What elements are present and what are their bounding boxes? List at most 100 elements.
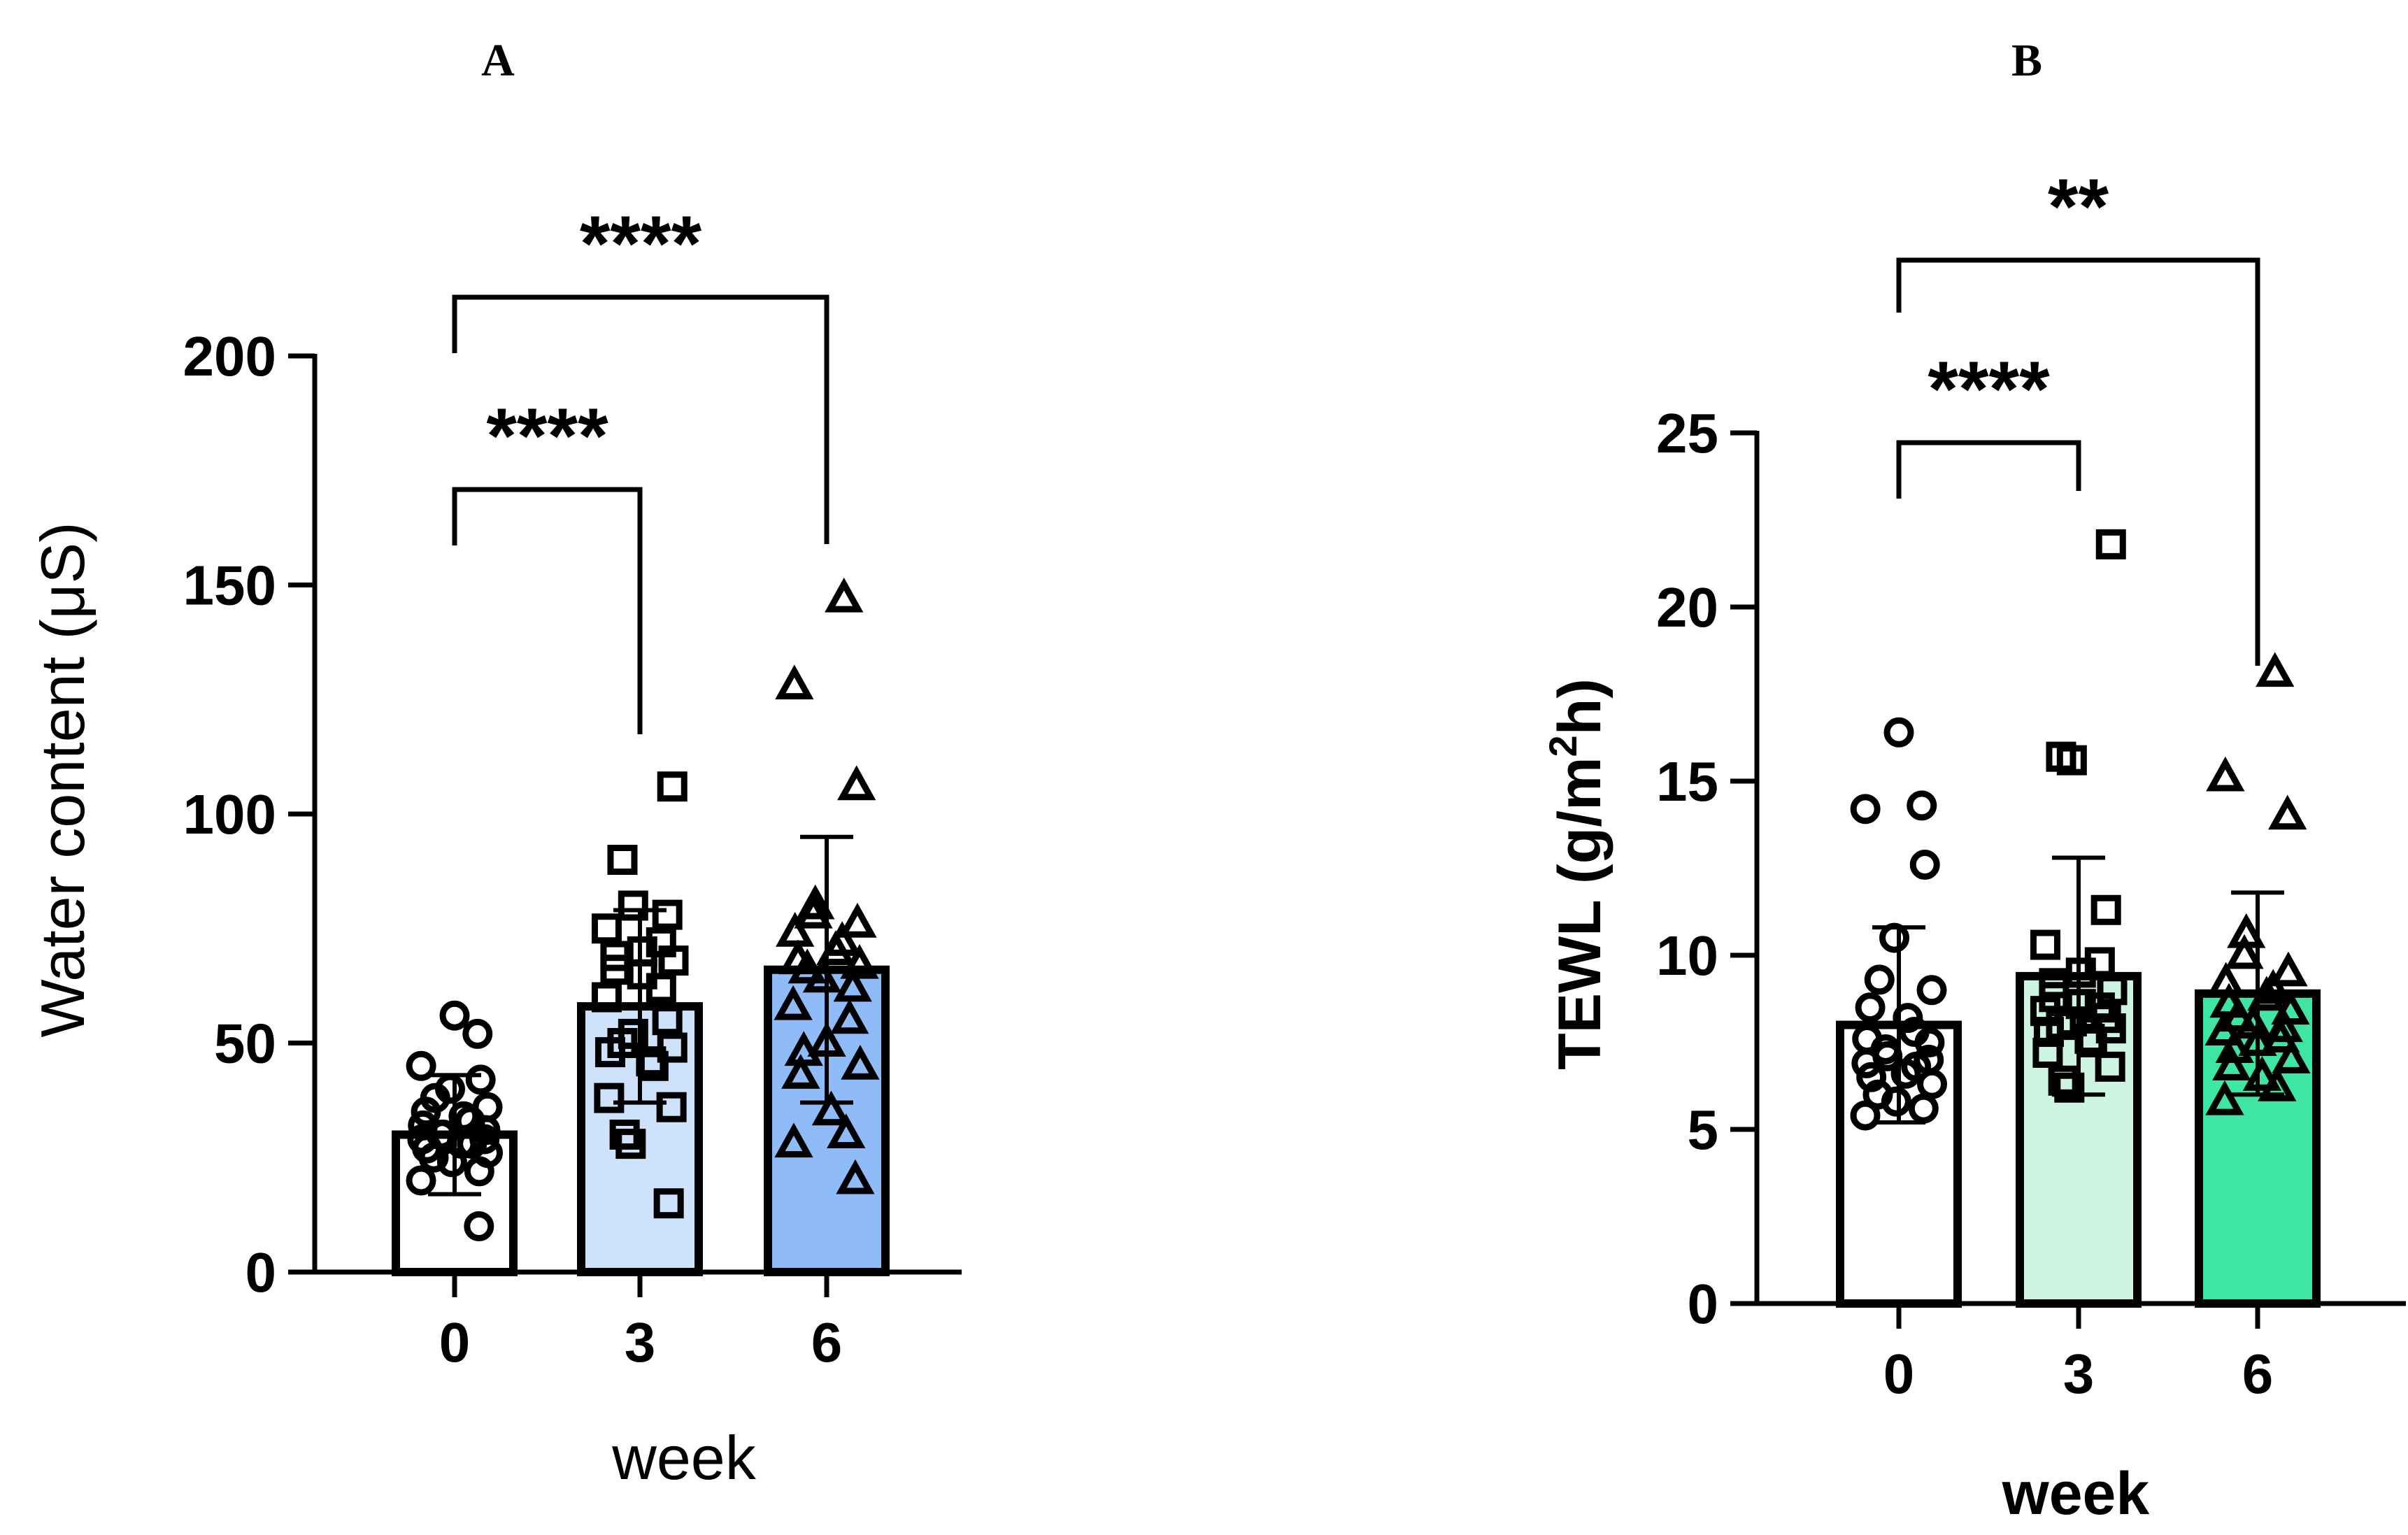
panel-b-circle-point [1907, 790, 1937, 821]
panel-a-label: A [481, 35, 515, 86]
panel-b-circle-point [1851, 1048, 1882, 1078]
panel-b-triangle-point [2272, 1038, 2311, 1073]
panel-b-circle-point [1914, 1027, 1945, 1057]
panel-a-square-point [594, 1037, 625, 1068]
panel-b-significance-label: ** [2048, 163, 2109, 250]
panel-a-y-tick-label: 0 [245, 1241, 277, 1304]
panel-b-circle-point [1916, 975, 1947, 1006]
panel-b-y-tick-label: 5 [1688, 1099, 1719, 1161]
panel-a-circle-point [465, 1064, 496, 1095]
panel-a-circle-point [436, 1147, 467, 1178]
panel-a-triangle-point [781, 1054, 820, 1089]
panel-a-square-point [652, 1005, 683, 1036]
panel-a-circle-point [411, 1097, 441, 1127]
panel-b-triangle-point [2225, 934, 2264, 969]
panel-a-circle-point [464, 1211, 494, 1241]
panel-a-square-point [615, 1129, 646, 1159]
panel-b-circle-point [1881, 1086, 1911, 1117]
panel-b-y-tick-label: 0 [1688, 1273, 1719, 1335]
panel-a-x-axis-title: week [611, 1423, 756, 1492]
panel-b-y-tick-label: 25 [1656, 402, 1718, 464]
panel-b-triangle-point [2268, 794, 2307, 830]
panel-b-triangle-point [2204, 1011, 2244, 1046]
panel-a-circle-point [418, 1142, 449, 1173]
panel-b-significance-label: **** [1928, 345, 2050, 433]
panel-b-x-tick-labels: 0 3 6 [1883, 1343, 2274, 1405]
panel-b-triangle-point [2205, 1080, 2244, 1115]
panel-a-x-tick-labels: 0 3 6 [439, 1311, 843, 1373]
panel-a-y-tick-labels: 0 50 100 150 200 [183, 325, 276, 1304]
panel-a-square-point [646, 973, 676, 1004]
panel-a-square-point [591, 982, 622, 1013]
panel-a-square-point [652, 899, 683, 930]
panel-b-plot-area [1730, 257, 2406, 1329]
panel-b-square-point [2095, 529, 2126, 559]
panel-a-triangle-point [841, 1044, 880, 1080]
panel-a-significance-bracket [452, 487, 643, 734]
panel-a-circle-point [406, 1050, 436, 1081]
panel-a-triangle-point [794, 893, 833, 929]
panel-b-significance-bracket [1896, 440, 2081, 499]
panel-b-y-axis-title-superscript: 2 [1541, 735, 1585, 757]
panel-b-square-point [2030, 929, 2060, 960]
panel-b-circle-point [1909, 850, 1940, 880]
panel-a-y-axis-title: Water content (μS) [28, 522, 97, 1038]
panel-a-circle-point [439, 1000, 470, 1031]
panel-b-y-axis-title: TEWL (g/m2h) [1541, 678, 1613, 1070]
panel-a-square-point [658, 945, 689, 976]
panel-a-triangle-point [836, 1159, 875, 1194]
panel-a-x-tick-label: 3 [625, 1311, 656, 1373]
panel-b-y-axis-title-main: TEWL (g/m [1546, 757, 1613, 1069]
panel-b-y-tick-label: 10 [1656, 924, 1718, 987]
panel-a-triangle-point [840, 943, 879, 979]
panel-b-circle-point [1850, 794, 1881, 824]
panel-a-triangle-point [802, 957, 842, 993]
panel-b-triangle-point [2242, 1056, 2282, 1091]
panel-b-x-tick-label: 6 [2242, 1343, 2274, 1405]
panel-b-circle-point [1850, 1100, 1881, 1131]
panel-a-square-point [594, 1083, 625, 1113]
panel-a-y-tick-label: 200 [183, 325, 276, 387]
panel-b: B TEWL (g/m2h) week 0 5 10 15 20 25 0 3 … [1541, 35, 2406, 1527]
panel-a-y-tick-label: 50 [214, 1013, 276, 1075]
panel-a-y-tick-label: 150 [183, 555, 276, 617]
panel-b-circle-point [1883, 717, 1914, 748]
panel-b-circle-point [1879, 922, 1910, 953]
panel-b-y-tick-label: 15 [1656, 750, 1718, 813]
panel-a-triangle-point [830, 999, 869, 1034]
panel-b-y-axis-title-end: h) [1546, 678, 1613, 735]
panel-b-triangle-point [2206, 756, 2245, 792]
panel-a-circle-point [464, 1156, 494, 1187]
panel-b-triangle-point [2212, 1045, 2251, 1080]
panel-a-triangle-point [788, 948, 827, 984]
panel-b-x-tick-label: 0 [1883, 1343, 1915, 1405]
panel-b-square-point [2032, 1037, 2063, 1068]
panel-a-triangle-point [774, 1122, 813, 1158]
panel-b-triangle-point [2256, 652, 2295, 687]
panel-a-x-tick-label: 0 [439, 1311, 471, 1373]
panel-a-significance-label: **** [580, 200, 702, 287]
panel-a-y-tick-label: 100 [183, 783, 276, 845]
panel-b-significance-bracket [1896, 257, 2260, 666]
panel-a-triangle-point [837, 765, 876, 801]
panel-b-x-tick-label: 3 [2063, 1343, 2095, 1405]
panel-b-square-point [2056, 745, 2087, 776]
panel-a-x-tick-label: 6 [811, 1311, 843, 1373]
panel-b-circle-point [1917, 1069, 1948, 1099]
panel-b-circle-point [1855, 992, 1886, 1023]
panel-b-circle-point [1864, 964, 1895, 995]
panel-b-triangle-point [2269, 951, 2308, 987]
panel-b-triangle-point [2258, 1066, 2297, 1101]
panel-b-square-point [2054, 1072, 2085, 1103]
panel-a-triangle-point [776, 912, 815, 947]
panel-b-y-tick-label: 20 [1656, 576, 1718, 638]
panel-a-circle-point [406, 1165, 436, 1196]
panel-a-square-point [607, 845, 638, 875]
panel-a-square-point [618, 890, 648, 921]
panel-b-circle-point [1856, 1062, 1887, 1092]
panel-a-triangle-point [825, 577, 864, 613]
panel-b-triangle-point [2261, 1018, 2300, 1053]
panel-a-triangle-point [833, 966, 872, 1002]
panel-b-significance: **** ** [1928, 163, 2109, 433]
